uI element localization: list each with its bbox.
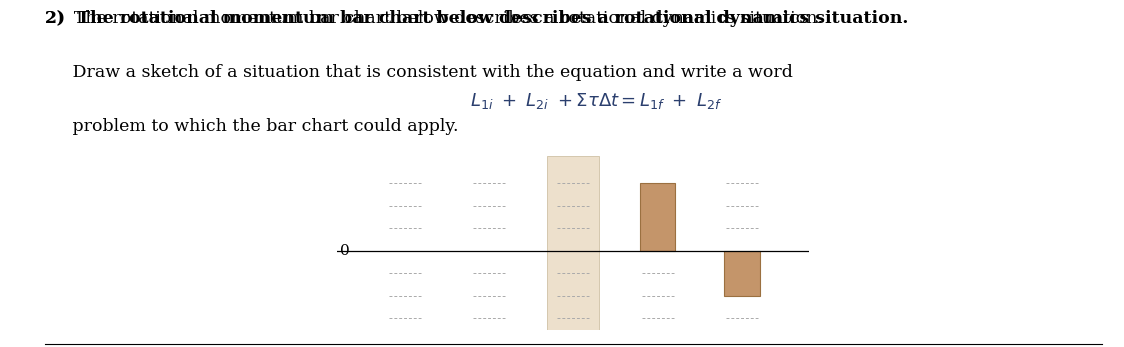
Bar [724, 251, 760, 296]
Text: problem to which the bar chart could apply.: problem to which the bar chart could app… [45, 118, 459, 135]
Text: 2)  The rotational momentum bar chart below describes a rotational dynamics situ: 2) The rotational momentum bar chart bel… [45, 10, 908, 27]
Text: Draw a sketch of a situation that is consistent with the equation and write a wo: Draw a sketch of a situation that is con… [45, 64, 792, 81]
Text: $L_{1i}\ +\ L_{2i}\ +\Sigma\tau\Delta t = L_{1f}\ +\ L_{2f}$: $L_{1i}\ +\ L_{2i}\ +\Sigma\tau\Delta t … [470, 91, 722, 111]
Text: 2)  The rotational momentum bar chart below describes a rotational dynamics situ: 2) The rotational momentum bar chart bel… [45, 10, 823, 27]
Bar [547, 156, 599, 330]
Bar [640, 183, 676, 251]
Text: 0: 0 [341, 244, 350, 258]
